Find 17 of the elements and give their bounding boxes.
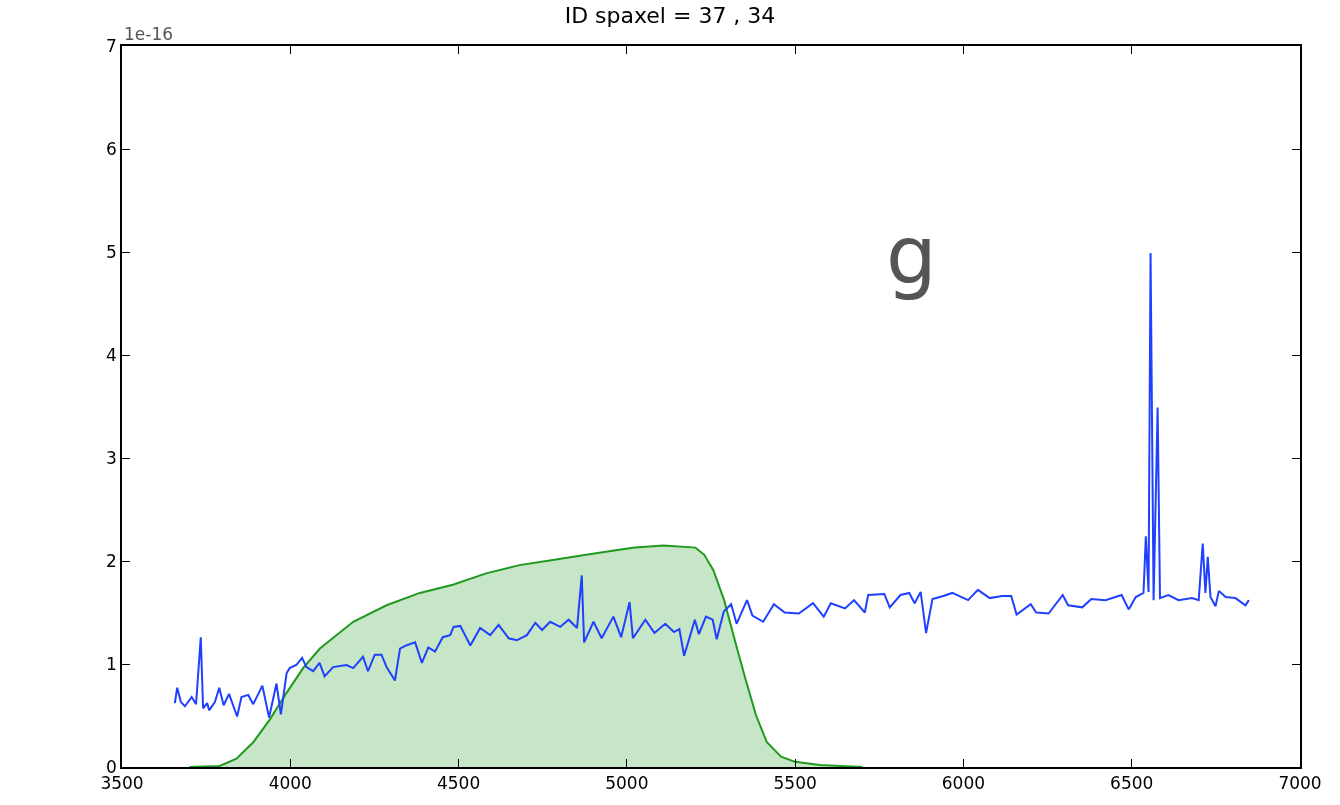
y-tick-label: 5 — [106, 241, 117, 262]
y-tick-label: 1 — [106, 653, 117, 674]
x-tick-label: 4500 — [436, 773, 481, 794]
y-tick-label: 2 — [106, 550, 117, 571]
y-tick-label: 6 — [106, 138, 117, 159]
x-tick-label: 5500 — [773, 773, 817, 794]
annotation: g — [886, 209, 937, 302]
x-tick-label: 6500 — [1110, 773, 1154, 794]
y-tick-label: 3 — [106, 447, 117, 468]
x-tick-label: 7000 — [1278, 773, 1322, 794]
chart-title: ID spaxel = 37 , 34 — [564, 3, 776, 29]
x-tick-label: 4000 — [268, 773, 312, 794]
x-tick-label: 6000 — [941, 773, 986, 794]
y-tick-label: 7 — [106, 35, 117, 56]
x-tick-label: 5000 — [605, 773, 649, 794]
text: 1e-16 — [124, 24, 174, 44]
y-tick-label: 4 — [106, 344, 117, 365]
